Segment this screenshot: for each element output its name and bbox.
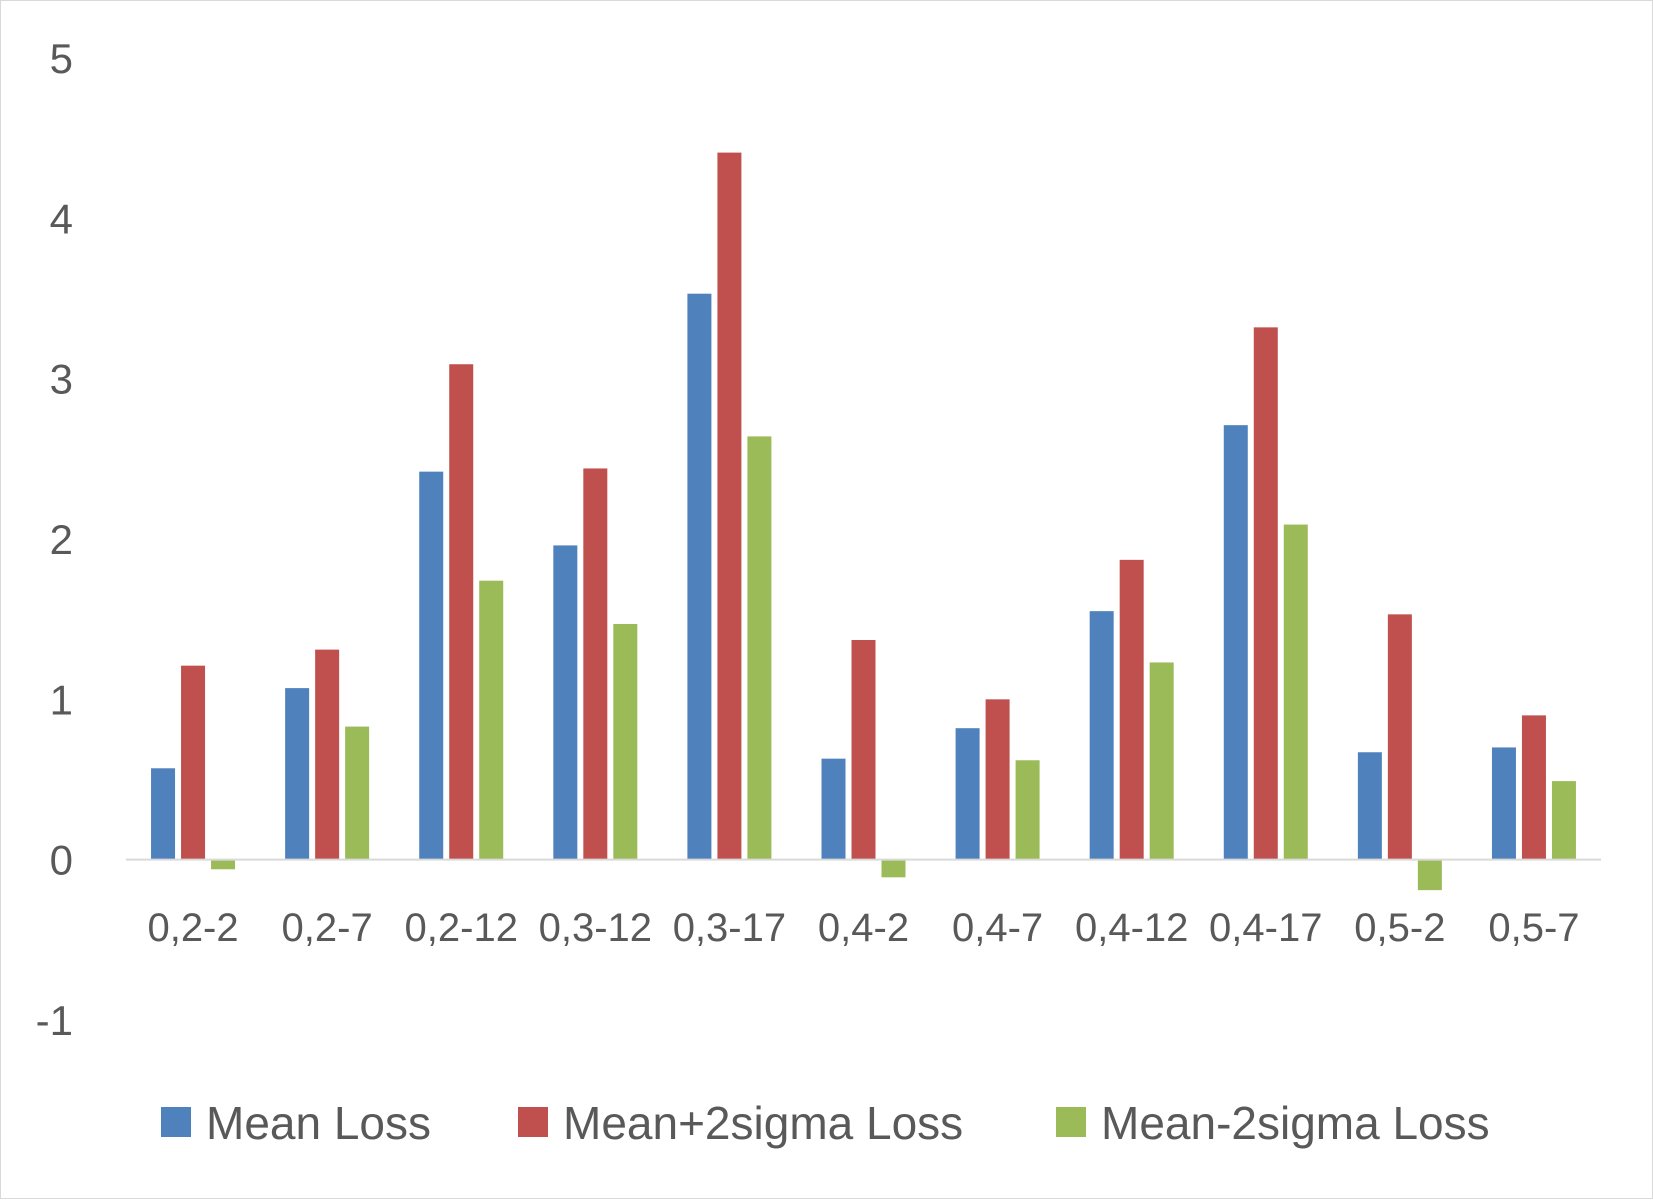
bar-mean-loss-7 — [1089, 611, 1114, 860]
x-tick-label: 0,5-7 — [1488, 906, 1579, 950]
x-axis-ticks: 0,2-2 0,2-7 0,2-12 0,3-12 0,3-17 0,4-2 0,4-7 0,… — [147, 906, 1579, 950]
y-tick-label: 2 — [50, 516, 73, 563]
legend: Mean Loss Mean+2sigma Loss Mean-2sigma Los… — [161, 1097, 1490, 1149]
x-tick-label: 0,4-2 — [818, 906, 909, 950]
bar-mean-2sigma-loss-6 — [1015, 760, 1040, 860]
x-tick-label: 0,4-12 — [1075, 906, 1188, 950]
bar-mean-loss-3 — [553, 545, 578, 860]
bar-mean-2sigma-loss-5 — [881, 859, 906, 878]
bar-mean-2sigma-loss-8 — [1253, 327, 1278, 860]
bar-mean-loss-8 — [1223, 425, 1248, 860]
bar-mean-2sigma-loss-9 — [1417, 859, 1442, 891]
bar-mean-2sigma-loss-0 — [211, 859, 236, 870]
bar-mean-loss-0 — [151, 768, 176, 860]
bars — [151, 152, 1576, 891]
bar-mean-2sigma-loss-1 — [315, 649, 340, 860]
y-tick-label: 0 — [50, 837, 73, 884]
bar-mean-loss-10 — [1491, 747, 1516, 860]
bar-mean-loss-4 — [687, 293, 712, 860]
x-tick-label: 0,2-2 — [147, 906, 238, 950]
bar-mean-2sigma-loss-7 — [1119, 559, 1144, 860]
y-tick-label: -1 — [36, 997, 73, 1044]
x-tick-label: 0,5-2 — [1354, 906, 1445, 950]
bar-mean-2sigma-loss-2 — [449, 364, 474, 860]
y-tick-label: 5 — [50, 35, 73, 82]
bar-mean-loss-6 — [955, 728, 980, 860]
bar-mean-loss-2 — [419, 471, 444, 860]
x-tick-label: 0,4-17 — [1209, 906, 1322, 950]
legend-swatch — [518, 1107, 548, 1137]
y-tick-label: 3 — [50, 356, 73, 403]
bar-mean-2sigma-loss-5 — [851, 640, 876, 860]
bar-mean-2sigma-loss-9 — [1387, 614, 1412, 860]
x-tick-label: 0,2-7 — [282, 906, 373, 950]
bar-mean-loss-5 — [821, 758, 846, 860]
bar-mean-loss-1 — [285, 688, 310, 860]
bar-mean-2sigma-loss-6 — [985, 699, 1010, 860]
bar-mean-2sigma-loss-10 — [1521, 715, 1546, 860]
bar-mean-loss-9 — [1357, 752, 1382, 860]
bar-mean-2sigma-loss-3 — [583, 468, 608, 860]
y-axis-ticks: -1 0 1 2 3 4 5 — [36, 35, 73, 1044]
bar-mean-2sigma-loss-4 — [717, 152, 742, 860]
bar-mean-2sigma-loss-8 — [1283, 524, 1308, 860]
bar-mean-2sigma-loss-10 — [1551, 781, 1576, 860]
bar-mean-2sigma-loss-4 — [747, 436, 772, 860]
legend-swatch — [161, 1107, 191, 1137]
bar-mean-2sigma-loss-0 — [181, 665, 206, 860]
bar-mean-2sigma-loss-2 — [479, 580, 504, 860]
x-tick-label: 0,3-12 — [539, 906, 652, 950]
y-tick-label: 4 — [50, 195, 73, 242]
x-tick-label: 0,3-17 — [673, 906, 786, 950]
bar-mean-2sigma-loss-7 — [1149, 662, 1174, 860]
legend-label: Mean-2sigma Loss — [1101, 1097, 1490, 1149]
bar-mean-2sigma-loss-1 — [345, 726, 370, 860]
legend-label: Mean Loss — [206, 1097, 431, 1149]
x-tick-label: 0,4-7 — [952, 906, 1043, 950]
legend-swatch — [1056, 1107, 1086, 1137]
bar-mean-2sigma-loss-3 — [613, 623, 638, 860]
x-tick-label: 0,2-12 — [405, 906, 518, 950]
y-tick-label: 1 — [50, 676, 73, 723]
legend-label: Mean+2sigma Loss — [563, 1097, 963, 1149]
